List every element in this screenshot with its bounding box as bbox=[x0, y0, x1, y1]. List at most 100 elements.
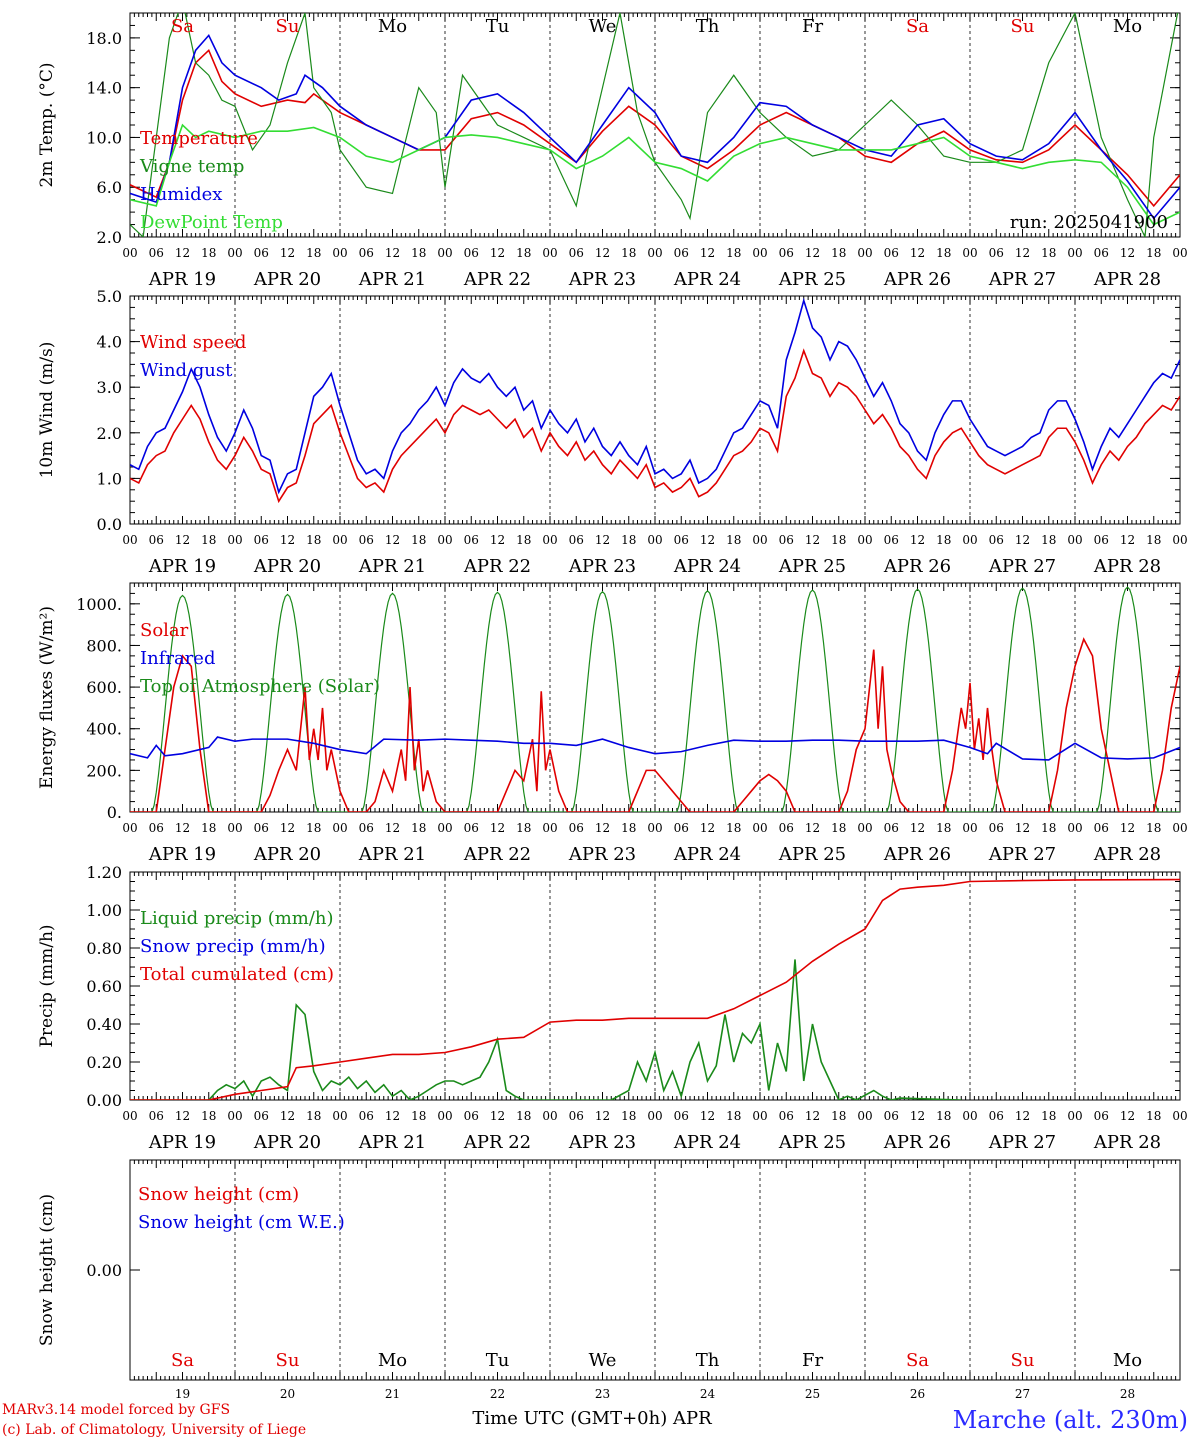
hour-tick-label: 00 bbox=[227, 821, 242, 835]
hour-tick-label: 06 bbox=[149, 821, 164, 835]
panel-4: 0.00 0.20 0.40 0.60 0.80 1.00 1.20 Precip (mm/h… bbox=[37, 863, 1188, 1153]
hour-tick-label: 00 bbox=[437, 533, 452, 547]
hour-tick-label: 06 bbox=[1094, 246, 1109, 260]
model-credit: MARv3.14 model forced by GFS bbox=[2, 1402, 230, 1418]
hour-tick-label: 00 bbox=[1172, 821, 1187, 835]
hour-tick-label: 12 bbox=[910, 533, 925, 547]
hour-tick-label: 12 bbox=[1120, 1109, 1135, 1123]
date-label: APR 28 bbox=[1093, 556, 1161, 577]
hour-tick-label: 18 bbox=[726, 821, 741, 835]
date-label: APR 19 bbox=[148, 1132, 216, 1153]
legend-entry: Top of Atmosphere (Solar) bbox=[140, 676, 380, 697]
y-tick-label: 3.0 bbox=[97, 378, 122, 397]
panel-1: 2.0 6.0 10.0 14.0 18.0 2m Temp. (°C) 00 06 12 18 A… bbox=[37, 12, 1188, 290]
series-liquid-precip-mm-h- bbox=[130, 959, 962, 1100]
hour-tick-label: 18 bbox=[411, 821, 426, 835]
hour-tick-label: 00 bbox=[962, 533, 977, 547]
day-of-week-label: Sa bbox=[906, 1350, 929, 1371]
series-group bbox=[130, 13, 1180, 237]
date-label: APR 26 bbox=[883, 1132, 951, 1153]
hour-tick-label: 18 bbox=[516, 821, 531, 835]
hour-tick-label: 12 bbox=[910, 821, 925, 835]
date-label: APR 25 bbox=[778, 269, 846, 290]
date-label: APR 20 bbox=[253, 1132, 321, 1153]
hour-tick-label: 06 bbox=[569, 533, 584, 547]
y-tick-label: 0.40 bbox=[86, 1015, 122, 1034]
hour-tick-label: 18 bbox=[411, 1109, 426, 1123]
y-tick-label: 0.20 bbox=[86, 1053, 122, 1072]
date-label: APR 27 bbox=[988, 844, 1056, 865]
series-group bbox=[130, 878, 1180, 1100]
hour-tick-label: 12 bbox=[805, 246, 820, 260]
hour-tick-label: 18 bbox=[306, 533, 321, 547]
hour-tick-label: 12 bbox=[385, 1109, 400, 1123]
hour-tick-label: 00 bbox=[122, 821, 137, 835]
hour-tick-label: 18 bbox=[1041, 533, 1056, 547]
date-label: APR 21 bbox=[358, 1132, 426, 1153]
series-wind-speed bbox=[130, 348, 1180, 504]
date-label: APR 22 bbox=[463, 844, 531, 865]
day-of-week-label: Tu bbox=[486, 1350, 510, 1371]
hour-tick-label: 18 bbox=[726, 246, 741, 260]
hour-tick-label: 18 bbox=[831, 246, 846, 260]
day-of-week-label: Su bbox=[1011, 16, 1035, 37]
y-tick-label: 2.0 bbox=[97, 228, 122, 247]
date-label: APR 28 bbox=[1093, 1132, 1161, 1153]
day-number-label: 23 bbox=[595, 1387, 610, 1401]
series-top-of-atmosphere bbox=[130, 586, 1180, 812]
hour-tick-label: 12 bbox=[1015, 246, 1030, 260]
hour-tick-label: 12 bbox=[1015, 533, 1030, 547]
hour-tick-label: 06 bbox=[674, 246, 689, 260]
y-tick-label: 4.0 bbox=[97, 333, 122, 352]
day-of-week-label: Sa bbox=[171, 16, 194, 37]
date-label: APR 27 bbox=[988, 1132, 1056, 1153]
day-number-label: 28 bbox=[1120, 1387, 1135, 1401]
date-label: APR 23 bbox=[568, 269, 636, 290]
day-of-week-label: Mo bbox=[378, 1350, 407, 1371]
series-temperature bbox=[130, 48, 1180, 208]
legend-entry: Snow height (cm W.E.) bbox=[138, 1212, 345, 1233]
hour-tick-label: 06 bbox=[254, 821, 269, 835]
day-of-week-label: Su bbox=[1011, 1350, 1035, 1371]
hour-tick-label: 00 bbox=[437, 246, 452, 260]
y-axis-title: Precip (mm/h) bbox=[37, 924, 57, 1047]
hour-tick-label: 18 bbox=[516, 246, 531, 260]
hour-tick-label: 00 bbox=[647, 533, 662, 547]
hour-tick-label: 06 bbox=[359, 246, 374, 260]
hour-tick-label: 18 bbox=[831, 533, 846, 547]
hour-tick-label: 00 bbox=[437, 821, 452, 835]
legend-entry: Infrared bbox=[140, 648, 215, 669]
date-label: APR 25 bbox=[778, 844, 846, 865]
hour-tick-label: 12 bbox=[910, 246, 925, 260]
hour-tick-label: 00 bbox=[1067, 533, 1082, 547]
day-of-week-label: Sa bbox=[171, 1350, 194, 1371]
hour-tick-label: 00 bbox=[332, 821, 347, 835]
hour-tick-label: 00 bbox=[542, 1109, 557, 1123]
hour-tick-label: 12 bbox=[385, 246, 400, 260]
date-label: APR 26 bbox=[883, 556, 951, 577]
y-tick-label: 0.80 bbox=[86, 939, 122, 958]
hour-tick-label: 12 bbox=[700, 1109, 715, 1123]
hour-tick-label: 00 bbox=[752, 1109, 767, 1123]
hour-tick-label: 06 bbox=[674, 1109, 689, 1123]
y-tick-label: 18.0 bbox=[86, 29, 122, 48]
hour-tick-label: 18 bbox=[936, 246, 951, 260]
y-tick-label: 0.0 bbox=[97, 515, 122, 534]
series-total-cumulated-cm- bbox=[130, 878, 1180, 1100]
hour-tick-label: 00 bbox=[647, 1109, 662, 1123]
date-label: APR 23 bbox=[568, 556, 636, 577]
hour-tick-label: 00 bbox=[1067, 821, 1082, 835]
day-of-week-label: Fr bbox=[802, 1350, 823, 1371]
hour-tick-label: 12 bbox=[595, 246, 610, 260]
hour-tick-label: 18 bbox=[201, 1109, 216, 1123]
hour-tick-label: 18 bbox=[831, 821, 846, 835]
series-wind-gust bbox=[130, 297, 1180, 495]
hour-tick-label: 12 bbox=[280, 533, 295, 547]
y-tick-label: 14.0 bbox=[86, 79, 122, 98]
day-of-week-label: Sa bbox=[906, 16, 929, 37]
day-of-week-label: Th bbox=[696, 16, 720, 37]
legend-entry: Temperature bbox=[140, 128, 258, 149]
date-label: APR 27 bbox=[988, 269, 1056, 290]
day-number-label: 20 bbox=[280, 1387, 295, 1401]
